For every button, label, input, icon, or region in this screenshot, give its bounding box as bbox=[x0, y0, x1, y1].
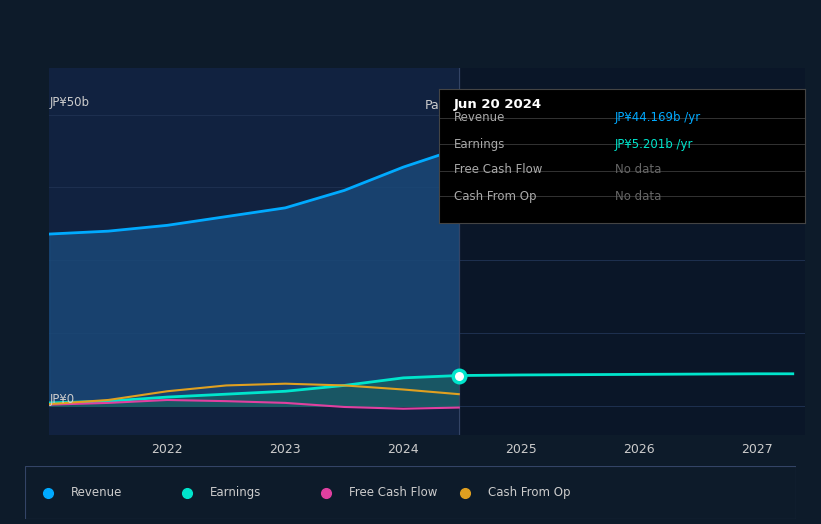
Text: Earnings: Earnings bbox=[210, 486, 261, 499]
Bar bbox=[459, 68, 805, 435]
Text: Earnings: Earnings bbox=[454, 137, 505, 150]
Text: JP¥44.169b /yr: JP¥44.169b /yr bbox=[615, 111, 701, 124]
Text: Cash From Op: Cash From Op bbox=[454, 190, 536, 203]
Bar bbox=[49, 68, 459, 435]
Text: Cash From Op: Cash From Op bbox=[488, 486, 570, 499]
Text: Free Cash Flow: Free Cash Flow bbox=[349, 486, 437, 499]
Text: Revenue: Revenue bbox=[454, 111, 505, 124]
Text: No data: No data bbox=[615, 163, 661, 176]
Text: Jun 20 2024: Jun 20 2024 bbox=[454, 99, 542, 112]
Text: Free Cash Flow: Free Cash Flow bbox=[454, 163, 542, 176]
Text: JP¥5.201b /yr: JP¥5.201b /yr bbox=[615, 137, 693, 150]
Text: JP¥50b: JP¥50b bbox=[49, 96, 89, 109]
Text: Revenue: Revenue bbox=[71, 486, 122, 499]
Text: JP¥0: JP¥0 bbox=[49, 393, 75, 406]
Text: Past: Past bbox=[424, 99, 451, 112]
Text: Analysts Forecasts: Analysts Forecasts bbox=[470, 99, 587, 112]
Text: No data: No data bbox=[615, 190, 661, 203]
